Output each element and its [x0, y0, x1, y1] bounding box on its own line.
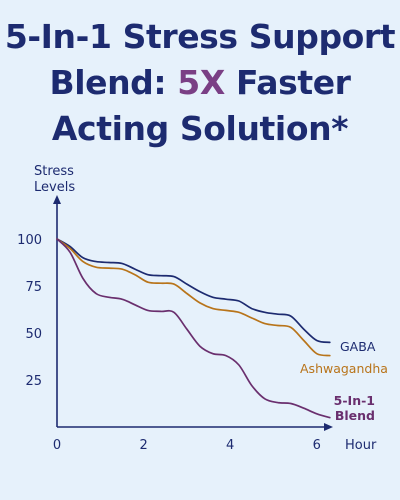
title-line-2-suffix: Faster [224, 63, 351, 102]
y-tick-label: 100 [17, 233, 42, 248]
x-tick-label: 6 [313, 438, 321, 453]
series-label-ashwagandha: Ashwagandha [300, 361, 388, 376]
title-line-2-prefix: Blend: [49, 63, 178, 102]
series-line-5-in-1-blend [56, 238, 331, 419]
series-line-gaba [56, 238, 331, 344]
x-tick-label: 2 [139, 438, 147, 453]
x-axis-arrow-icon [324, 423, 333, 431]
title-line-2: Blend: 5X Faster [0, 60, 400, 106]
y-tick-label: 50 [25, 327, 42, 342]
x-tick-label: 0 [53, 438, 61, 453]
chart-title: 5-In-1 Stress Support Blend: 5X Faster A… [0, 14, 400, 152]
series-label-5-in-1-blend: Blend [335, 408, 375, 423]
title-line-1: 5-In-1 Stress Support [4, 17, 396, 56]
series-line-ashwagandha [56, 238, 331, 357]
y-axis-label: Stress [34, 164, 74, 179]
series-label-gaba: GABA [340, 339, 376, 354]
x-tick-label: 4 [226, 438, 234, 453]
series-label-5-in-1-blend: 5-In-1 [334, 393, 375, 408]
y-tick-label: 25 [25, 374, 42, 389]
title-accent-5x: 5X [177, 63, 225, 102]
title-line-3: Acting Solution* [51, 109, 349, 148]
y-axis-label: Levels [34, 180, 75, 195]
x-axis-label: Hour [345, 438, 377, 453]
y-tick-label: 75 [25, 280, 42, 295]
y-axis-arrow-icon [53, 195, 61, 204]
